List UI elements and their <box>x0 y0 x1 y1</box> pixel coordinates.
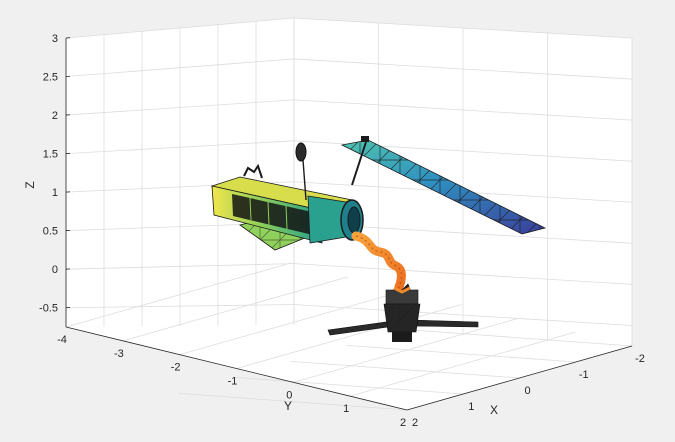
y-tick-label: -2 <box>171 362 181 374</box>
z-tick-label: 2 <box>52 110 58 122</box>
y-tick-label: -3 <box>114 348 124 360</box>
y-tick-label: 1 <box>343 403 349 415</box>
x-tick-label: 2 <box>412 417 418 429</box>
panel-mount <box>361 136 369 142</box>
x-tick-label: -1 <box>579 369 589 381</box>
x-axis-label: X <box>490 403 498 417</box>
y-tick-label: -1 <box>228 376 238 388</box>
x-tick-label: 1 <box>468 401 474 413</box>
z-tick-labels: -0.5 0 0.5 1 1.5 2 2.5 3 <box>39 33 70 315</box>
z-tick-label: -0.5 <box>39 303 58 315</box>
z-tick-label: 0 <box>52 264 58 276</box>
z-axis-label: Z <box>23 181 37 188</box>
z-tick-label: 1.5 <box>43 149 58 161</box>
antenna-dish <box>296 143 306 161</box>
y-tick-label: 2 <box>400 417 406 429</box>
y-tick-label: -4 <box>57 334 67 346</box>
z-tick-label: 3 <box>52 33 58 45</box>
z-tick-label: 1 <box>52 187 58 199</box>
x-tick-label: -2 <box>635 353 645 365</box>
y-axis-label: Y <box>284 399 292 413</box>
z-tick-label: 2.5 <box>43 72 58 84</box>
z-tick-label: 0.5 <box>43 226 58 238</box>
x-tick-label: 0 <box>524 385 530 397</box>
